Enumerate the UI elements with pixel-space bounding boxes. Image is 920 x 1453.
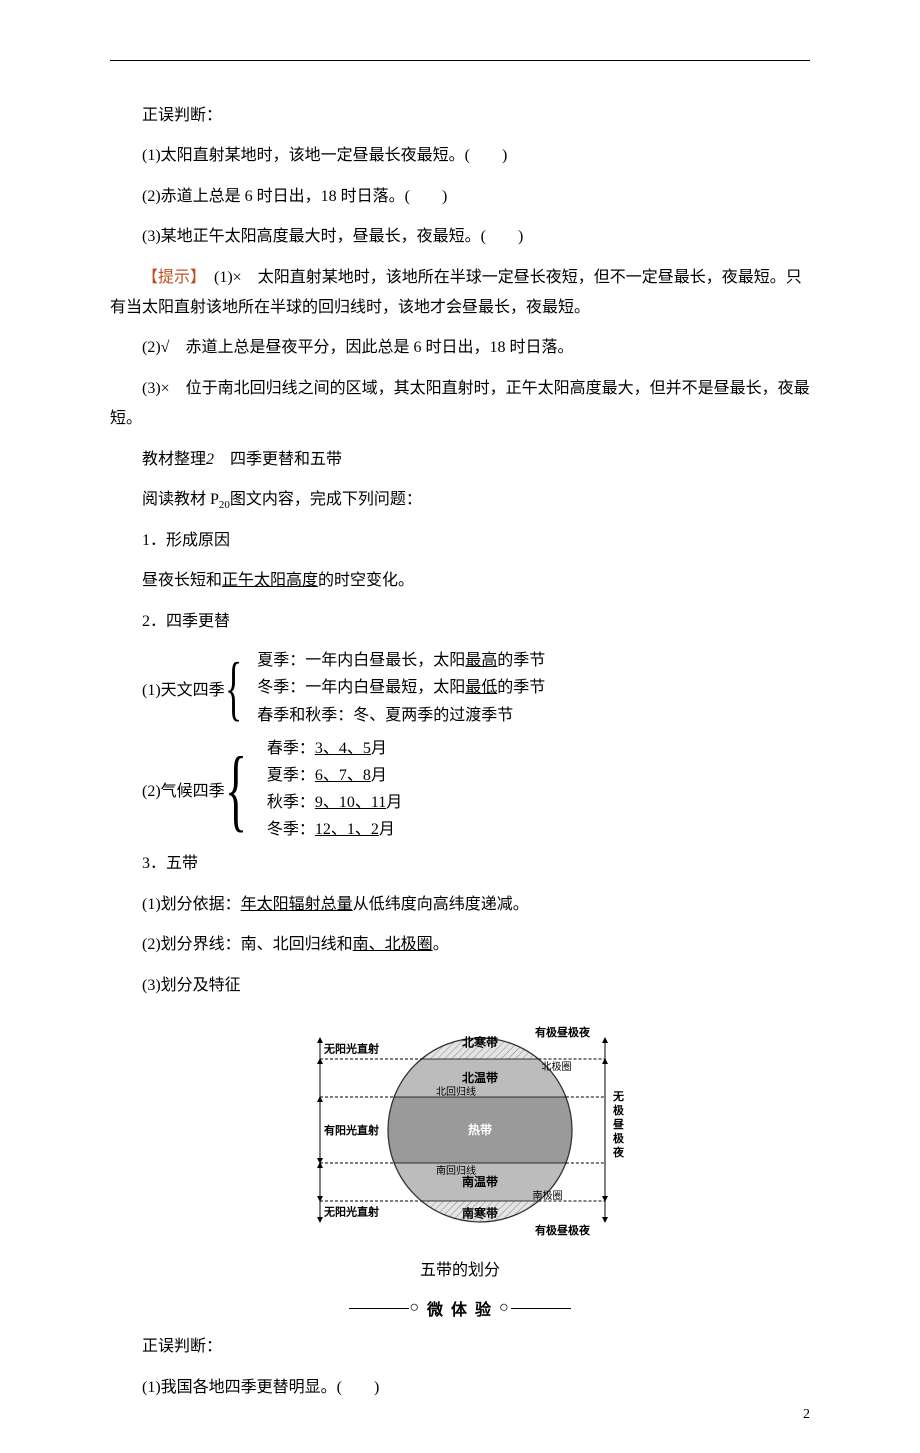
- page-number: 2: [803, 1407, 810, 1423]
- read-suffix: 图文内容，完成下列问题：: [230, 491, 422, 508]
- svg-text:昼: 昼: [612, 1118, 625, 1131]
- b1l1b: 的季节: [497, 652, 545, 669]
- p31b: 从低纬度向高纬度递减。: [353, 896, 529, 913]
- judge-heading-2: 正误判断：: [110, 1332, 810, 1362]
- brace1-label: (1)天文四季: [142, 676, 225, 700]
- a1-text: (1)× 太阳直射某地时，该地所在半球一定昼长夜短，但不一定昼最长，夜最短。只有…: [110, 269, 802, 316]
- svg-text:无阳光直射: 无阳光直射: [323, 1205, 379, 1219]
- p32u: 南、北极圈: [353, 936, 433, 953]
- top-rule: [110, 60, 810, 61]
- decor-circ-r: ○: [499, 1299, 511, 1317]
- svg-text:南回归线: 南回归线: [436, 1164, 476, 1177]
- decor-line: ○ 微 体 验 ○: [110, 1296, 810, 1320]
- brace-icon: {: [225, 748, 247, 831]
- svg-text:有阳光直射: 有阳光直射: [324, 1123, 379, 1137]
- p3-1: (1)划分依据：年太阳辐射总量从低纬度向高纬度递减。: [110, 890, 810, 920]
- decor-text: 微 体 验: [427, 1296, 493, 1320]
- svg-text:北寒带: 北寒带: [462, 1035, 498, 1050]
- q2: (2)赤道上总是 6 时日出，18 时日落。( ): [110, 182, 810, 212]
- p3-num: 3．五带: [110, 849, 810, 879]
- p1a: 昼夜长短和: [142, 572, 222, 589]
- sec2-read: 阅读教材 P20图文内容，完成下列问题：: [110, 485, 810, 516]
- svg-text:有极昼极夜: 有极昼极夜: [535, 1223, 591, 1237]
- svg-text:极: 极: [613, 1103, 625, 1117]
- svg-text:北温带: 北温带: [462, 1070, 498, 1085]
- q1: (1)太阳直射某地时，该地一定昼最长夜最短。( ): [110, 141, 810, 171]
- diagram-svg: 北寒带北温带热带南温带南寒带北回归线南回归线北极圈南极圈无阳光直射有阳光直射无阳…: [290, 1015, 630, 1245]
- b2l4u: 12、1、2: [315, 821, 379, 838]
- brace2-l4: 冬季：12、1、2月: [267, 816, 402, 843]
- b2l3b: 月: [386, 794, 402, 811]
- decor-dash-right: [511, 1308, 571, 1309]
- brace2-label: (2)气候四季: [142, 777, 225, 801]
- brace2-l3: 秋季：9、10、11月: [267, 789, 402, 816]
- brace1-l1: 夏季：一年内白昼最长，太阳最高的季节: [257, 647, 545, 674]
- decor-circ-l: ○: [409, 1299, 421, 1317]
- a3: (3)× 位于南北回归线之间的区域，其太阳直射时，正午太阳高度最大，但并不是昼最…: [110, 374, 810, 435]
- b2l3a: 秋季：: [267, 794, 315, 811]
- read-sub: 20: [219, 499, 230, 511]
- p31u: 年太阳辐射总量: [241, 896, 353, 913]
- b2l1u: 3、4、5: [315, 740, 371, 757]
- b2l2a: 夏季：: [267, 767, 315, 784]
- page: 正误判断： (1)太阳直射某地时，该地一定昼最长夜最短。( ) (2)赤道上总是…: [0, 0, 920, 1453]
- b2l1a: 春季：: [267, 740, 315, 757]
- p32b: 。: [433, 936, 449, 953]
- brace-climate: (2)气候四季 { 春季：3、4、5月 夏季：6、7、8月 秋季：9、10、11…: [142, 735, 810, 844]
- q3: (3)某地正午太阳高度最大时，昼最长，夜最短。( ): [110, 222, 810, 252]
- brace1-l2: 冬季：一年内白昼最短，太阳最低的季节: [257, 674, 545, 701]
- sec2-title-num: 2: [206, 451, 214, 468]
- p3-3: (3)划分及特征: [110, 971, 810, 1001]
- b2l3u: 9、10、11: [315, 794, 386, 811]
- p3-2: (2)划分界线：南、北回归线和南、北极圈。: [110, 930, 810, 960]
- five-zones-diagram: 北寒带北温带热带南温带南寒带北回归线南回归线北极圈南极圈无阳光直射有阳光直射无阳…: [290, 1015, 630, 1250]
- svg-text:热带: 热带: [468, 1122, 492, 1137]
- b2l4b: 月: [379, 821, 395, 838]
- svg-text:无阳光直射: 无阳光直射: [323, 1042, 379, 1056]
- svg-text:北极圈: 北极圈: [542, 1060, 572, 1073]
- svg-text:夜: 夜: [612, 1145, 625, 1159]
- p1-body: 昼夜长短和正午太阳高度的时空变化。: [110, 566, 810, 596]
- p31a: (1)划分依据：: [142, 896, 241, 913]
- brace2-l2: 夏季：6、7、8月: [267, 762, 402, 789]
- s3-q1: (1)我国各地四季更替明显。( ): [110, 1373, 810, 1403]
- b1l1u: 最高: [465, 652, 497, 669]
- b1l2b: 的季节: [497, 679, 545, 696]
- b2l2u: 6、7、8: [315, 767, 371, 784]
- p1-num: 1．形成原因: [110, 526, 810, 556]
- b2l1b: 月: [371, 740, 387, 757]
- svg-text:南极圈: 南极圈: [533, 1189, 563, 1202]
- brace1-content: 夏季：一年内白昼最长，太阳最高的季节 冬季：一年内白昼最短，太阳最低的季节 春季…: [257, 647, 545, 729]
- p2-num: 2．四季更替: [110, 607, 810, 637]
- b1l1a: 夏季：一年内白昼最长，太阳: [257, 652, 465, 669]
- hint-label: 【提示】: [142, 269, 198, 286]
- p32a: (2)划分界线：南、北回归线和: [142, 936, 353, 953]
- a2: (2)√ 赤道上总是昼夜平分，因此总是 6 时日出，18 时日落。: [110, 333, 810, 363]
- b1l2u: 最低: [465, 679, 497, 696]
- p1u: 正午太阳高度: [222, 572, 318, 589]
- b1l2a: 冬季：一年内白昼最短，太阳: [257, 679, 465, 696]
- b2l4a: 冬季：: [267, 821, 315, 838]
- brace2-content: 春季：3、4、5月 夏季：6、7、8月 秋季：9、10、11月 冬季：12、1、…: [267, 735, 402, 844]
- sec2-title: 教材整理2 四季更替和五带: [110, 445, 810, 475]
- svg-text:南寒带: 南寒带: [462, 1206, 498, 1221]
- svg-text:有极昼极夜: 有极昼极夜: [535, 1025, 591, 1039]
- judge-heading: 正误判断：: [110, 101, 810, 131]
- brace-astro: (1)天文四季 { 夏季：一年内白昼最长，太阳最高的季节 冬季：一年内白昼最短，…: [142, 647, 810, 729]
- brace2-l1: 春季：3、4、5月: [267, 735, 402, 762]
- read-prefix: 阅读教材 P: [142, 491, 219, 508]
- brace-icon: {: [225, 656, 242, 721]
- sec2-title-prefix: 教材整理: [142, 451, 206, 468]
- brace1-l3: 春季和秋季：冬、夏两季的过渡季节: [257, 702, 545, 729]
- sec2-title-text: 四季更替和五带: [214, 451, 342, 468]
- hint-a1: 【提示】 (1)× 太阳直射某地时，该地所在半球一定昼长夜短，但不一定昼最长，夜…: [110, 263, 810, 324]
- svg-text:无: 无: [612, 1090, 624, 1103]
- decor-dash-left: [349, 1308, 409, 1309]
- b2l2b: 月: [371, 767, 387, 784]
- svg-text:北回归线: 北回归线: [436, 1085, 476, 1098]
- p1b: 的时空变化。: [318, 572, 414, 589]
- svg-text:极: 极: [613, 1131, 625, 1145]
- diagram-caption: 五带的划分: [110, 1256, 810, 1286]
